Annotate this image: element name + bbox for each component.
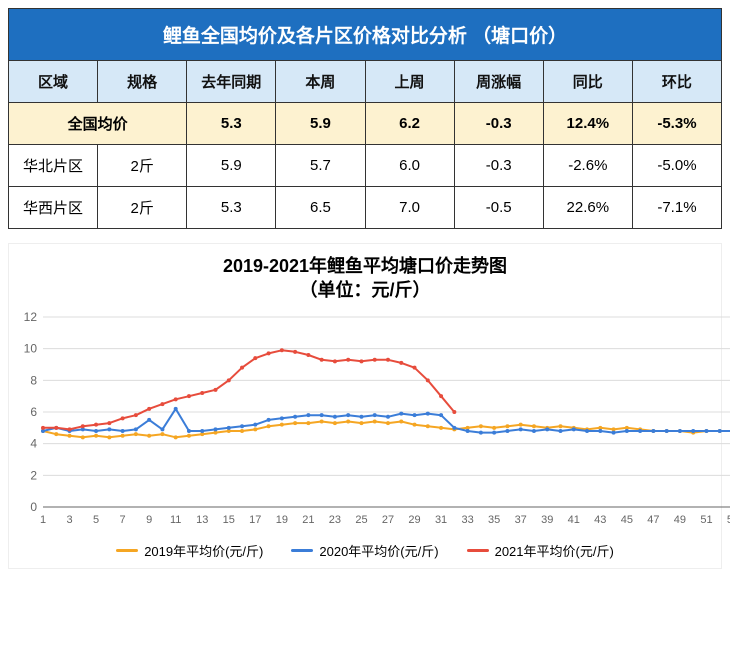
svg-text:29: 29 xyxy=(408,514,420,526)
svg-text:4: 4 xyxy=(30,436,37,450)
svg-text:23: 23 xyxy=(329,514,341,526)
legend-swatch xyxy=(291,549,313,552)
chart-legend: 2019年平均价(元/斤) 2020年平均价(元/斤) 2021年平均价(元/斤) xyxy=(13,537,717,566)
cell-wow: -0.3 xyxy=(454,145,543,187)
svg-text:19: 19 xyxy=(276,514,288,526)
price-table: 鲤鱼全国均价及各片区价格对比分析 （塘口价） 区域 规格 去年同期 本周 上周 … xyxy=(8,8,722,229)
svg-text:49: 49 xyxy=(674,514,686,526)
cell-yoy: -2.6% xyxy=(543,145,632,187)
col-lastweek: 上周 xyxy=(365,61,454,103)
svg-text:31: 31 xyxy=(435,514,447,526)
table-title-row: 鲤鱼全国均价及各片区价格对比分析 （塘口价） xyxy=(9,9,722,61)
table-avg-row: 全国均价 5.3 5.9 6.2 -0.3 12.4% -5.3% xyxy=(9,103,722,145)
cell-yoy: 22.6% xyxy=(543,187,632,229)
col-lastyear: 去年同期 xyxy=(187,61,276,103)
legend-label: 2019年平均价(元/斤) xyxy=(144,541,263,560)
cell-lastyear: 5.9 xyxy=(187,145,276,187)
cell-region: 华北片区 xyxy=(9,145,98,187)
legend-item: 2019年平均价(元/斤) xyxy=(116,541,263,560)
col-spec: 规格 xyxy=(98,61,187,103)
cell-mom: -7.1% xyxy=(632,187,721,229)
avg-thisweek: 5.9 xyxy=(276,103,365,145)
cell-lastweek: 7.0 xyxy=(365,187,454,229)
svg-text:45: 45 xyxy=(621,514,633,526)
svg-text:6: 6 xyxy=(30,405,37,419)
table-row: 华北片区 2斤 5.9 5.7 6.0 -0.3 -2.6% -5.0% xyxy=(9,145,722,187)
cell-thisweek: 5.7 xyxy=(276,145,365,187)
svg-text:17: 17 xyxy=(249,514,261,526)
cell-lastyear: 5.3 xyxy=(187,187,276,229)
trend-chart: 2019-2021年鲤鱼平均塘口价走势图 （单位：元/斤） 0246810121… xyxy=(8,243,722,569)
svg-text:39: 39 xyxy=(541,514,553,526)
col-thisweek: 本周 xyxy=(276,61,365,103)
svg-text:9: 9 xyxy=(146,514,152,526)
svg-text:35: 35 xyxy=(488,514,500,526)
svg-text:0: 0 xyxy=(30,500,37,514)
chart-canvas: 0246810121357911131517192123252729313335… xyxy=(13,309,730,537)
svg-text:12: 12 xyxy=(24,310,38,324)
cell-lastweek: 6.0 xyxy=(365,145,454,187)
cell-spec: 2斤 xyxy=(98,145,187,187)
avg-lastyear: 5.3 xyxy=(187,103,276,145)
legend-item: 2021年平均价(元/斤) xyxy=(467,541,614,560)
svg-text:41: 41 xyxy=(568,514,580,526)
svg-text:8: 8 xyxy=(30,373,37,387)
legend-label: 2021年平均价(元/斤) xyxy=(495,541,614,560)
svg-text:2: 2 xyxy=(30,468,37,482)
svg-text:13: 13 xyxy=(196,514,208,526)
table-header-row: 区域 规格 去年同期 本周 上周 周涨幅 同比 环比 xyxy=(9,61,722,103)
svg-text:15: 15 xyxy=(223,514,235,526)
svg-text:37: 37 xyxy=(515,514,527,526)
svg-text:10: 10 xyxy=(24,341,38,355)
cell-region: 华西片区 xyxy=(9,187,98,229)
svg-text:27: 27 xyxy=(382,514,394,526)
avg-mom: -5.3% xyxy=(632,103,721,145)
svg-text:25: 25 xyxy=(355,514,367,526)
cell-wow: -0.5 xyxy=(454,187,543,229)
table-row: 华西片区 2斤 5.3 6.5 7.0 -0.5 22.6% -7.1% xyxy=(9,187,722,229)
svg-text:33: 33 xyxy=(461,514,473,526)
svg-text:3: 3 xyxy=(66,514,72,526)
col-wow: 周涨幅 xyxy=(454,61,543,103)
svg-text:51: 51 xyxy=(700,514,712,526)
avg-lastweek: 6.2 xyxy=(365,103,454,145)
chart-title: 2019-2021年鲤鱼平均塘口价走势图 （单位：元/斤） xyxy=(13,254,717,303)
legend-swatch xyxy=(467,549,489,552)
svg-text:11: 11 xyxy=(170,514,181,526)
avg-yoy: 12.4% xyxy=(543,103,632,145)
table-title: 鲤鱼全国均价及各片区价格对比分析 （塘口价） xyxy=(9,9,722,61)
avg-wow: -0.3 xyxy=(454,103,543,145)
cell-spec: 2斤 xyxy=(98,187,187,229)
svg-text:7: 7 xyxy=(120,514,126,526)
cell-mom: -5.0% xyxy=(632,145,721,187)
col-yoy: 同比 xyxy=(543,61,632,103)
legend-swatch xyxy=(116,549,138,552)
svg-text:43: 43 xyxy=(594,514,606,526)
legend-label: 2020年平均价(元/斤) xyxy=(319,541,438,560)
col-region: 区域 xyxy=(9,61,98,103)
svg-text:21: 21 xyxy=(302,514,314,526)
legend-item: 2020年平均价(元/斤) xyxy=(291,541,438,560)
cell-thisweek: 6.5 xyxy=(276,187,365,229)
svg-text:47: 47 xyxy=(647,514,659,526)
svg-text:5: 5 xyxy=(93,514,99,526)
svg-text:1: 1 xyxy=(40,514,46,526)
col-mom: 环比 xyxy=(632,61,721,103)
avg-label: 全国均价 xyxy=(9,103,187,145)
